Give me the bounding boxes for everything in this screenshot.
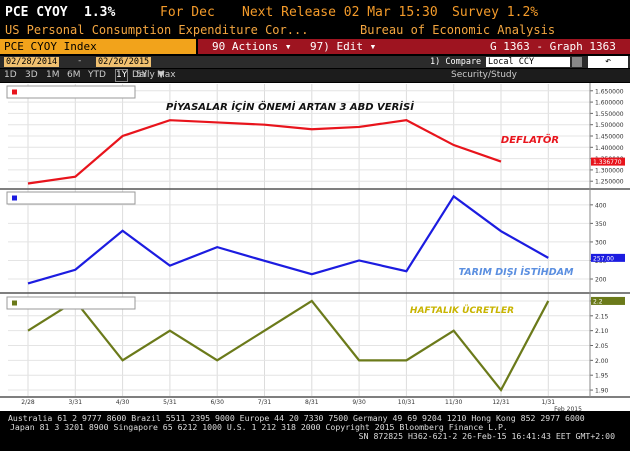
y-tick-label: 1.650000 <box>595 88 624 95</box>
y-tick-label: 2.15 <box>595 313 609 320</box>
x-tick-label: 12/31 <box>492 399 509 406</box>
y-tick-label: 1.600000 <box>595 100 624 107</box>
actions-menu[interactable]: 90 Actions ▾ <box>212 40 292 53</box>
x-tick-label: 7/31 <box>258 399 272 406</box>
footer-line: Japan 81 3 3201 8900 Singapore 65 6212 1… <box>10 422 508 432</box>
x-tick-label: 5/31 <box>163 399 177 406</box>
last-value-box <box>591 253 625 262</box>
back-button[interactable]: ↶ <box>588 56 628 68</box>
start-date[interactable]: 02/28/2014 <box>4 57 60 67</box>
next-release: Next Release 02 Mar 15:30 <box>242 5 438 20</box>
currency[interactable]: Local CCY <box>486 57 570 67</box>
ticker: PCE CYOY <box>5 5 68 20</box>
edit-menu[interactable]: 97) Edit ▾ <box>310 40 377 53</box>
period-button[interactable]: YTD <box>88 70 106 80</box>
period-button[interactable]: Max <box>157 70 176 80</box>
y-tick-label: 1.550000 <box>595 111 624 118</box>
y-tick-label: 1.300000 <box>595 167 624 174</box>
last-value-label: 1.336770 <box>593 159 622 166</box>
x-tick-label: 11/30 <box>445 399 462 406</box>
period-button[interactable]: 1Y <box>115 69 129 82</box>
annotation: PİYASALAR İÇİN ÖNEMİ ARTAN 3 ABD VERİSİ <box>166 99 414 113</box>
period-bar: Daily ▼ Security/Study 1D 3D 1M 6M YTD 1Y 5Y Ma… <box>0 69 630 82</box>
x-tick-label: 10/31 <box>398 399 415 406</box>
data-line <box>27 119 502 185</box>
footer-bg <box>0 412 630 451</box>
frequency[interactable]: Daily ▼ <box>132 70 165 80</box>
dropdown[interactable] <box>572 57 582 67</box>
last-value-box <box>591 296 625 305</box>
legend-swatch <box>12 300 17 306</box>
y-tick-label: 2.00 <box>595 358 609 365</box>
x-tick-label: 9/30 <box>352 399 366 406</box>
footer-line: Australia 61 2 9777 8600 Brazil 5511 239… <box>8 413 585 423</box>
legend-swatch <box>12 195 17 201</box>
annotation: HAFTALIK ÜCRETLER <box>410 305 514 316</box>
y-tick-label: 2.05 <box>595 343 609 350</box>
x-tick-label: 6/30 <box>210 399 224 406</box>
compare[interactable]: 1) Compare <box>430 57 482 67</box>
x-tick-label: 4/30 <box>116 399 130 406</box>
annotation: DEFLATÖR <box>501 132 559 146</box>
security: PCE CYOY Index <box>4 40 97 53</box>
period-button[interactable]: 5Y <box>136 70 148 80</box>
period-button[interactable]: 1M <box>46 70 60 80</box>
last-value-label: 2.2 <box>593 298 603 305</box>
data-line <box>27 194 549 285</box>
period-button[interactable]: 1D <box>4 70 17 80</box>
y-tick-label: 1.400000 <box>595 145 624 152</box>
date-bar: 02/28/2014 - 02/26/2015 1) Compare Local… <box>0 56 630 68</box>
end-date[interactable]: 02/26/2015 <box>96 57 152 67</box>
legend-swatch <box>12 89 17 95</box>
action-bar: 90 Actions ▾ 97) Edit ▾ G 1363 - Graph 1… <box>198 39 630 54</box>
x-axis-year: Feb 2015 <box>554 406 582 413</box>
y-tick-label: 350 <box>595 221 607 228</box>
graph-id: G 1363 - Graph 1363 <box>490 40 616 53</box>
period-button[interactable]: 6M <box>67 70 81 80</box>
security-study[interactable]: Security/Study <box>451 70 517 80</box>
y-tick-label: 1.250000 <box>595 179 624 186</box>
source: Bureau of Economic Analysis <box>360 23 556 37</box>
chart-background <box>0 83 630 411</box>
legend-box <box>6 85 136 99</box>
legend-box <box>6 191 136 205</box>
date-separator: - <box>77 56 83 66</box>
y-tick-label: 1.450000 <box>595 134 624 141</box>
last-value-box <box>591 157 625 166</box>
legend-box <box>6 296 136 310</box>
data-line <box>27 299 550 393</box>
y-tick-label: 200 <box>595 277 607 284</box>
x-tick-label: 3/31 <box>69 399 83 406</box>
period-button[interactable]: 3D <box>25 70 38 80</box>
last-value-label: 257.00 <box>593 255 614 262</box>
y-tick-label: 300 <box>595 239 607 246</box>
y-tick-label: 1.500000 <box>595 122 624 129</box>
period: For Dec <box>160 5 215 20</box>
y-tick-label: 1.95 <box>595 373 609 380</box>
last-value: 1.3% <box>84 5 116 20</box>
survey: Survey 1.2% <box>452 5 539 20</box>
x-tick-label: 1/31 <box>542 399 556 406</box>
x-tick-label: 2/28 <box>21 399 35 406</box>
x-tick-label: 8/31 <box>305 399 319 406</box>
y-tick-label: 400 <box>595 202 607 209</box>
y-tick-label: 2.10 <box>595 328 609 335</box>
annotation: TARIM DIŞI İSTİHDAM <box>459 267 574 278</box>
description: US Personal Consumption Expenditure Cor.… <box>5 23 309 37</box>
footer-line: SN 872825 H362-621-2 26-Feb-15 16:41:43 … <box>359 431 615 441</box>
security-box[interactable]: PCE CYOY Index <box>0 39 196 54</box>
y-tick-label: 1.90 <box>595 388 609 395</box>
